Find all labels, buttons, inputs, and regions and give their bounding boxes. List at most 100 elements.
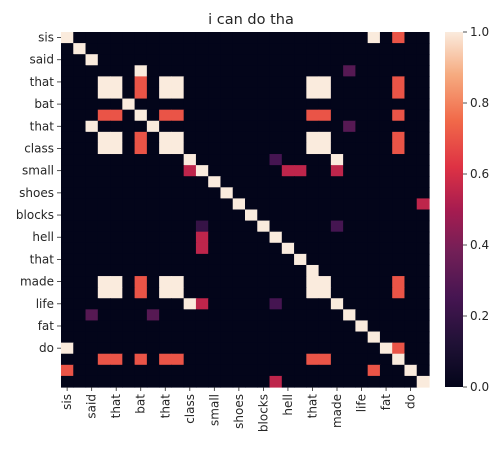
heatmap-cell [195, 176, 209, 188]
heatmap-cell [208, 309, 222, 322]
heatmap-cell [269, 32, 283, 44]
heatmap-cell [367, 120, 381, 133]
heatmap-cell [404, 198, 418, 211]
heatmap-cell [122, 120, 136, 133]
heatmap-cell [330, 342, 344, 355]
heatmap-cell [245, 198, 258, 211]
heatmap-cell [159, 331, 172, 344]
heatmap-cell [392, 142, 406, 155]
heatmap-cell [257, 131, 271, 144]
heatmap-cell [110, 353, 123, 366]
heatmap-cell [257, 154, 271, 166]
heatmap-cell [392, 298, 406, 310]
heatmap-cell [146, 76, 160, 89]
heatmap-cell [281, 276, 295, 288]
heatmap-cell [97, 231, 111, 244]
heatmap-cell [379, 109, 393, 122]
heatmap-cell [97, 109, 111, 122]
heatmap-cell [61, 242, 74, 255]
heatmap-cell [343, 198, 356, 211]
heatmap-cell [61, 209, 74, 222]
heatmap-cell [379, 264, 393, 277]
heatmap-cell [330, 187, 344, 199]
heatmap-cell [416, 298, 430, 310]
heatmap-cell [281, 120, 295, 133]
heatmap-cell [355, 198, 369, 211]
heatmap-cell [97, 198, 111, 211]
heatmap-cell [294, 120, 307, 133]
heatmap-cell [85, 209, 99, 222]
heatmap-cell [379, 87, 393, 100]
heatmap-cell [294, 231, 307, 244]
heatmap-cell [367, 176, 381, 188]
heatmap-cell [110, 276, 123, 288]
heatmap-cell [146, 176, 160, 188]
heatmap-cell [146, 165, 160, 177]
heatmap-cell [269, 198, 283, 211]
heatmap-cell [195, 43, 209, 55]
heatmap-cell [404, 76, 418, 89]
heatmap-cell [171, 364, 185, 377]
heatmap-cell [257, 298, 271, 310]
heatmap-cell [183, 331, 197, 344]
heatmap-cell [134, 54, 148, 66]
heatmap-cell [73, 320, 87, 333]
heatmap-cell [73, 242, 87, 255]
heatmap-cell [171, 154, 185, 166]
heatmap-cell [208, 264, 222, 277]
heatmap-cell [134, 142, 148, 155]
heatmap-cell [122, 264, 136, 277]
heatmap-cell [294, 131, 307, 144]
heatmap-cell [208, 320, 222, 333]
heatmap-cell [318, 276, 332, 288]
heatmap-cell [294, 54, 307, 66]
heatmap-cell [294, 32, 307, 44]
heatmap-cell [257, 309, 271, 322]
heatmap-cell [208, 65, 222, 77]
heatmap-cell [61, 342, 74, 355]
heatmap-cell [159, 120, 172, 133]
heatmap-cell [85, 342, 99, 355]
heatmap-cell [232, 131, 246, 144]
heatmap-cell [281, 242, 295, 255]
heatmap-cell [318, 176, 332, 188]
heatmap-cell [245, 231, 258, 244]
heatmap-cell [257, 364, 271, 377]
heatmap-cell [220, 198, 234, 211]
heatmap-cell [257, 165, 271, 177]
heatmap-cell [159, 242, 172, 255]
colorbar-tick-label: 0.0 [470, 380, 489, 394]
heatmap-cell [146, 131, 160, 144]
heatmap-cell [245, 353, 258, 366]
heatmap-cell [183, 76, 197, 89]
heatmap-cell [183, 353, 197, 366]
heatmap-cell [61, 331, 74, 344]
heatmap-cell [159, 309, 172, 322]
heatmap-cell [110, 220, 123, 233]
heatmap-cell [134, 43, 148, 55]
heatmap-cell [97, 331, 111, 344]
heatmap-cell [195, 309, 209, 322]
heatmap-cell [195, 220, 209, 233]
heatmap-cell [294, 154, 307, 166]
heatmap-cell [404, 54, 418, 66]
heatmap-cell [318, 32, 332, 44]
heatmap-cell [306, 98, 320, 111]
heatmap-cell [330, 142, 344, 155]
heatmap-cell [171, 131, 185, 144]
heatmap-cell [330, 209, 344, 222]
heatmap-cell [330, 220, 344, 233]
heatmap-cell [183, 120, 197, 133]
heatmap-cell [122, 187, 136, 199]
heatmap-cell [232, 54, 246, 66]
heatmap-cell [245, 187, 258, 199]
heatmap-cell [146, 209, 160, 222]
heatmap-cell [379, 298, 393, 310]
heatmap-cell [257, 54, 271, 66]
heatmap-cell [61, 375, 74, 388]
heatmap-cell [97, 342, 111, 355]
heatmap-cell [183, 231, 197, 244]
heatmap-cell [134, 287, 148, 299]
heatmap-cell [134, 187, 148, 199]
